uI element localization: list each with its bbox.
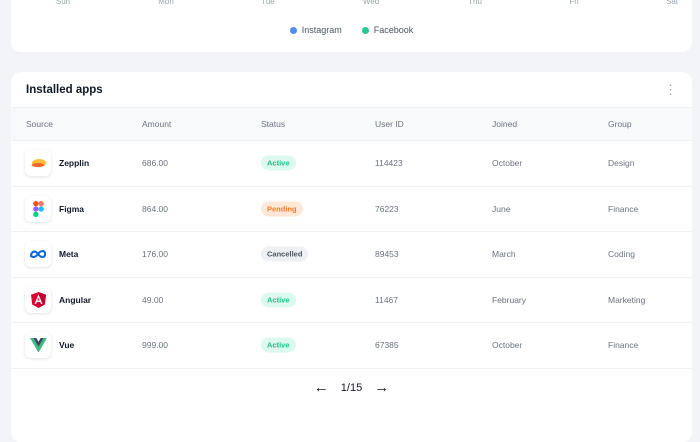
x-tick-label: Tue <box>261 0 275 6</box>
amount: 49.00 <box>142 294 164 305</box>
joined: March <box>492 249 516 260</box>
column-header[interactable]: Status <box>261 119 286 129</box>
user-id: 89453 <box>375 249 399 260</box>
amount: 176.00 <box>142 249 168 260</box>
group: Design <box>608 158 635 169</box>
x-tick-label: Mon <box>158 0 174 6</box>
column-header[interactable]: Group <box>608 119 632 129</box>
app-name[interactable]: Zepplin <box>59 158 90 169</box>
facebook-dot-icon <box>361 27 369 34</box>
joined: October <box>492 340 523 351</box>
amount: 686.00 <box>142 158 168 169</box>
chart-card: Sun Mon Tue Wed Thu Fri Sat Instagram Facebook <box>11 0 692 52</box>
user-id: 11467 <box>375 294 399 305</box>
legend-label: Instagram <box>301 25 342 35</box>
prev-page-arrow-icon[interactable]: ← <box>313 379 329 396</box>
joined: February <box>492 294 527 305</box>
legend-instagram[interactable]: Instagram <box>289 25 342 35</box>
pagination: ← 1/15 → <box>11 379 692 396</box>
chart-legend: Instagram Facebook <box>11 25 692 35</box>
legend-facebook[interactable]: Facebook <box>361 25 414 35</box>
app-name[interactable]: Meta <box>59 249 79 260</box>
column-header[interactable]: User ID <box>375 119 404 129</box>
legend-label: Facebook <box>373 25 414 35</box>
app-name[interactable]: Angular <box>59 294 92 305</box>
column-header[interactable]: Amount <box>142 119 172 129</box>
table-row[interactable]: Angular 49.00 Active 11467 February Mark… <box>11 278 692 323</box>
column-header[interactable]: Joined <box>492 119 518 129</box>
status-badge: Active <box>261 292 296 308</box>
table-row[interactable]: Meta 176.00 Cancelled 89453 March Coding <box>11 232 692 278</box>
group: Finance <box>608 203 639 214</box>
table-header: Source Amount Status User ID Joined Group <box>11 108 692 141</box>
amount: 864.00 <box>142 203 168 214</box>
x-tick-label: Fri <box>569 0 579 6</box>
page-indicator: 1/15 <box>340 381 363 394</box>
group: Coding <box>608 249 635 260</box>
user-id: 76223 <box>375 203 399 214</box>
joined: October <box>492 158 523 169</box>
meta-logo-icon <box>25 241 51 268</box>
angular-logo-icon <box>25 286 51 313</box>
vue-logo-icon <box>25 332 51 359</box>
table-row[interactable]: Zepplin 686.00 Active 114423 October Des… <box>11 141 692 187</box>
status-badge: Pending <box>261 201 303 217</box>
x-tick-label: Sun <box>55 0 71 6</box>
user-id: 114423 <box>375 158 403 169</box>
user-id: 67385 <box>375 340 399 351</box>
app-name[interactable]: Vue <box>59 340 75 351</box>
amount: 999.00 <box>142 340 168 351</box>
zeplin-logo-icon <box>25 150 51 177</box>
table-row[interactable]: Vue 999.00 Active 67385 October Finance <box>11 323 692 369</box>
next-page-arrow-icon[interactable]: → <box>374 379 390 396</box>
app-name[interactable]: Figma <box>59 203 85 214</box>
installed-apps-card: Installed apps ⋮ Source Amount Status User I… <box>11 72 692 442</box>
instagram-dot-icon <box>289 27 297 34</box>
more-options-icon[interactable]: ⋮ <box>664 82 677 97</box>
group: Marketing <box>608 294 646 305</box>
figma-logo-icon <box>25 195 51 222</box>
status-badge: Active <box>261 337 296 353</box>
x-tick-label: Sat <box>665 0 679 6</box>
status-badge: Cancelled <box>261 246 309 262</box>
column-header[interactable]: Source <box>26 119 53 129</box>
table-row[interactable]: Figma 864.00 Pending 76223 June Finance <box>11 187 692 232</box>
x-tick-label: Wed <box>362 0 380 6</box>
joined: June <box>492 203 511 214</box>
x-tick-label: Thu <box>468 0 482 6</box>
group: Finance <box>608 340 639 351</box>
status-badge: Active <box>261 155 296 171</box>
card-title: Installed apps <box>26 83 103 96</box>
